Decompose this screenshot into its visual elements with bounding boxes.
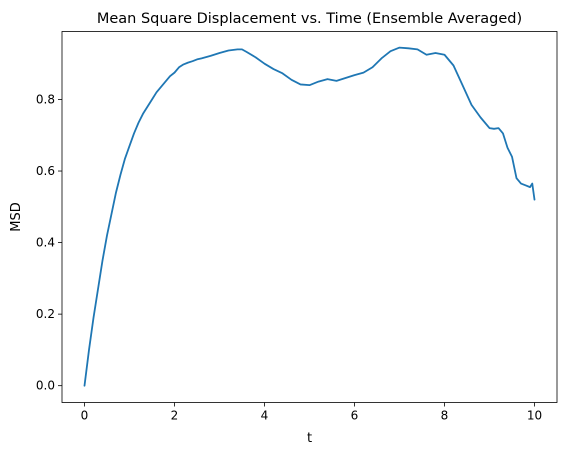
x-tick-label: 0	[81, 409, 89, 423]
x-tick-label: 10	[527, 409, 542, 423]
x-tick-label: 6	[351, 409, 359, 423]
y-axis-ticks: 0.0 0.2 0.4 0.6 0.8	[36, 92, 62, 393]
x-tick-label: 8	[441, 409, 449, 423]
plot-frame	[61, 31, 558, 403]
y-tick-label: 0.6	[36, 164, 55, 178]
x-axis-ticks: 0 2 4 6 8 10	[81, 402, 542, 423]
msd-series-line	[83, 46, 536, 387]
x-axis-label: t	[307, 431, 312, 446]
x-tick-label: 4	[261, 409, 269, 423]
plot-area	[61, 31, 558, 403]
y-axis-label: MSD	[9, 202, 24, 231]
x-tick-label: 2	[171, 409, 179, 423]
chart-title: Mean Square Displacement vs. Time (Ensem…	[97, 11, 522, 27]
y-tick-label: 0.0	[36, 379, 55, 393]
y-tick-label: 0.4	[36, 236, 55, 250]
y-tick-label: 0.2	[36, 307, 55, 321]
y-tick-label: 0.8	[36, 92, 55, 106]
